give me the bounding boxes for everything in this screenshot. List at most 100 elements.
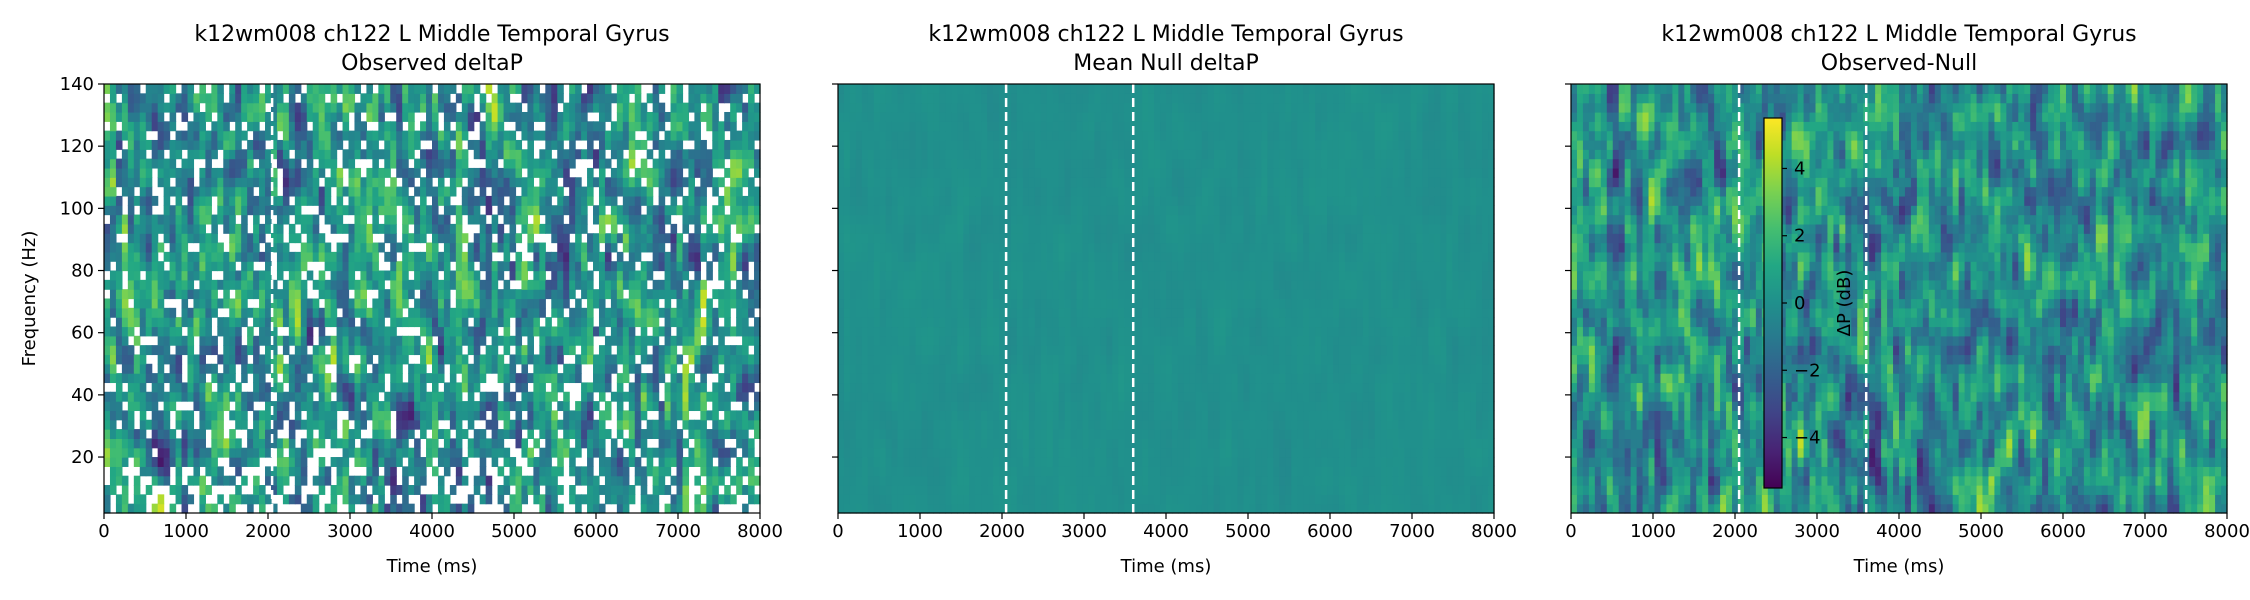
heatmap-cell [700,242,707,253]
heatmap-cell [694,279,701,290]
heatmap-cell [718,177,725,188]
heatmap-cell [104,158,111,169]
heatmap-cell [921,494,929,505]
heatmap-cell [169,205,177,216]
heatmap-cell [1416,438,1424,449]
heatmap-cell [652,205,660,216]
heatmap-cell [276,466,284,477]
heatmap-cell [628,391,636,402]
heatmap-cell [700,391,707,402]
heatmap-cell [306,242,314,253]
heatmap-cell [742,139,749,150]
heatmap-cell [521,317,529,328]
heatmap-cell [1261,485,1268,495]
heatmap-cell [921,475,929,486]
heatmap-cell [527,410,534,421]
heatmap-cell [688,130,695,141]
heatmap-cell [628,130,636,141]
heatmap-cell [628,205,636,216]
heatmap-cell [485,205,493,216]
heatmap-cell [646,447,654,458]
heatmap-cell [181,457,189,467]
heatmap-cell [1470,438,1477,449]
heatmap-cell [288,270,296,281]
heatmap-cell [247,93,254,104]
heatmap-cell [491,130,499,141]
heatmap-cell [378,149,385,160]
heatmap-cell [384,429,391,439]
heatmap-cell [975,503,982,514]
heatmap-cell [969,494,976,505]
heatmap-cell [133,494,141,505]
heatmap-cell [688,167,695,178]
heatmap-cell [557,111,564,122]
heatmap-cell [432,373,439,384]
heatmap-cell [443,167,451,178]
heatmap-cell [1207,485,1215,495]
heatmap-cell [545,494,552,505]
heatmap-cell [115,475,123,486]
heatmap-cell [658,111,666,122]
heatmap-cell [563,326,570,337]
heatmap-cell [616,345,624,356]
heatmap-cell [288,307,296,318]
heatmap-cell [903,485,911,495]
heatmap-cell [640,447,648,458]
heatmap-cell [736,429,743,439]
heatmap-cell [593,363,600,374]
heatmap-cell [742,214,749,225]
heatmap-cell [455,466,463,477]
heatmap-cell [121,345,129,356]
heatmap-cell [479,195,487,206]
heatmap-cell [139,317,147,328]
heatmap-cell [181,335,189,346]
heatmap-cell [396,373,403,384]
heatmap-cell [628,242,636,253]
heatmap-cell [1219,438,1227,449]
heatmap-cell [259,326,266,337]
heatmap-cell [265,326,272,337]
heatmap-cell [527,223,534,234]
heatmap-cell [366,466,373,477]
heatmap-cell [652,335,660,346]
heatmap-cell [1368,447,1376,458]
heatmap-cell [306,270,314,281]
heatmap-cell [1201,494,1209,505]
heatmap-cell [205,279,212,290]
heatmap-cell [479,186,487,197]
heatmap-cell [1332,503,1340,514]
heatmap-cell [175,363,183,374]
heatmap-cell [390,335,397,346]
heatmap-cell [360,447,367,458]
heatmap-cell [587,121,594,132]
heatmap-cell [497,373,505,384]
heatmap-cell [288,373,296,384]
heatmap-cell [575,317,582,328]
heatmap-cell [1446,457,1453,467]
heatmap-cell [270,298,278,309]
heatmap-cell [229,270,236,281]
heatmap-cell [557,223,564,234]
heatmap-cell [139,307,147,318]
heatmap-cell [521,214,529,225]
heatmap-cell [1458,494,1465,505]
heatmap-cell [342,317,350,328]
heatmap-cell [354,149,362,160]
heatmap-cell [372,205,379,216]
heatmap-cell [288,167,296,178]
heatmap-cell [1321,475,1328,486]
heatmap-cell [527,447,534,458]
heatmap-cell [616,466,624,477]
heatmap-cell [366,205,373,216]
heatmap-cell [993,447,1000,458]
heatmap-cell [670,410,678,421]
heatmap-cell [378,410,385,421]
heatmap-cell [443,354,451,365]
heatmap-cell [730,447,737,458]
heatmap-cell [336,223,344,234]
heatmap-cell [402,149,409,160]
heatmap-cell [479,298,487,309]
heatmap-cell [1094,466,1101,477]
heatmap-cell [748,251,755,262]
heatmap-cell [1022,494,1030,505]
